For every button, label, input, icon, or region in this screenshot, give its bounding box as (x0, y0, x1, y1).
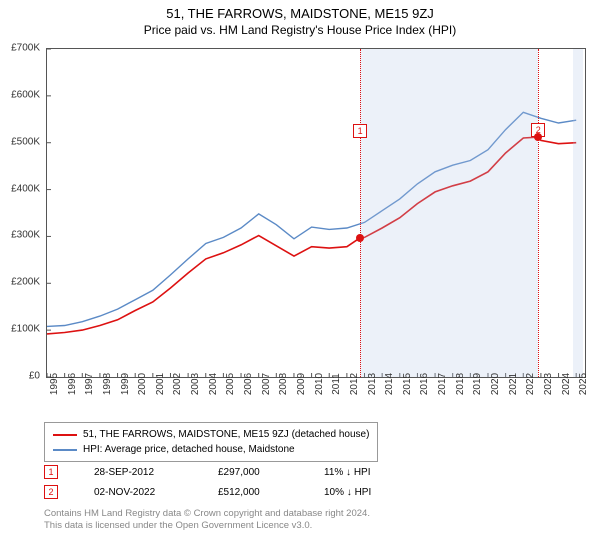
attribution: Contains HM Land Registry data © Crown c… (44, 508, 370, 533)
page-subtitle: Price paid vs. HM Land Registry's House … (0, 21, 600, 41)
x-tick-label: 2016 (419, 373, 430, 395)
marker-table: 1 28-SEP-2012 £297,000 11% ↓ HPI 2 02-NOV-202… (44, 462, 371, 502)
marker-date: 28-SEP-2012 (94, 467, 182, 478)
x-tick-label: 1999 (120, 373, 131, 395)
x-tick-label: 2020 (490, 373, 501, 395)
legend-label: 51, THE FARROWS, MAIDSTONE, ME15 9ZJ (de… (83, 427, 369, 442)
shade-band (360, 49, 538, 377)
legend-label: HPI: Average price, detached house, Maid… (83, 442, 295, 457)
attribution-line2: This data is licensed under the Open Gov… (44, 520, 370, 532)
marker-pct: 11% ↓ HPI (324, 467, 371, 478)
x-tick-label: 2002 (172, 373, 183, 395)
marker-dot (534, 133, 542, 141)
x-tick-label: 2022 (525, 373, 536, 395)
shade-band (573, 49, 584, 377)
x-tick-label: 2005 (225, 373, 236, 395)
marker-row-badge: 1 (44, 465, 58, 479)
x-tick-label: 2025 (578, 373, 589, 395)
marker-pct: 10% ↓ HPI (324, 487, 371, 498)
x-tick-label: 2004 (208, 373, 219, 395)
chart-plot-area: 12 (46, 48, 586, 378)
marker-row: 1 28-SEP-2012 £297,000 11% ↓ HPI (44, 462, 371, 482)
legend-swatch (53, 434, 77, 436)
marker-date: 02-NOV-2022 (94, 487, 182, 498)
x-axis: 1995199619971998199920002001200220032004… (46, 382, 586, 422)
marker-price: £297,000 (218, 467, 288, 478)
x-tick-label: 2017 (437, 373, 448, 395)
x-tick-label: 2010 (314, 373, 325, 395)
y-tick-label: £700K (11, 43, 40, 54)
page-title: 51, THE FARROWS, MAIDSTONE, ME15 9ZJ (0, 0, 600, 21)
x-tick-label: 2014 (384, 373, 395, 395)
x-tick-label: 2015 (402, 373, 413, 395)
x-tick-label: 1997 (84, 373, 95, 395)
x-tick-label: 2023 (543, 373, 554, 395)
x-tick-label: 2007 (261, 373, 272, 395)
x-tick-label: 2003 (190, 373, 201, 395)
chart-container: 51, THE FARROWS, MAIDSTONE, ME15 9ZJ Pri… (0, 0, 600, 560)
y-tick-label: £100K (11, 324, 40, 335)
marker-vline (360, 49, 361, 377)
y-tick-label: £200K (11, 277, 40, 288)
legend-item: HPI: Average price, detached house, Maid… (53, 442, 369, 457)
x-tick-label: 1998 (102, 373, 113, 395)
x-tick-label: 2008 (278, 373, 289, 395)
legend-item: 51, THE FARROWS, MAIDSTONE, ME15 9ZJ (de… (53, 427, 369, 442)
y-tick-label: £400K (11, 183, 40, 194)
marker-row-badge: 2 (44, 485, 58, 499)
x-tick-label: 1996 (67, 373, 78, 395)
marker-dot (356, 234, 364, 242)
marker-row: 2 02-NOV-2022 £512,000 10% ↓ HPI (44, 482, 371, 502)
x-tick-label: 2021 (508, 373, 519, 395)
x-tick-label: 2006 (243, 373, 254, 395)
marker-vline (538, 49, 539, 377)
x-tick-label: 2012 (349, 373, 360, 395)
legend: 51, THE FARROWS, MAIDSTONE, ME15 9ZJ (de… (44, 422, 378, 462)
x-tick-label: 2009 (296, 373, 307, 395)
attribution-line1: Contains HM Land Registry data © Crown c… (44, 508, 370, 520)
x-tick-label: 1995 (49, 373, 60, 395)
y-tick-label: £600K (11, 89, 40, 100)
x-tick-label: 2011 (331, 373, 342, 395)
y-tick-label: £500K (11, 136, 40, 147)
x-tick-label: 2024 (561, 373, 572, 395)
x-tick-label: 2018 (455, 373, 466, 395)
marker-price: £512,000 (218, 487, 288, 498)
marker-badge: 1 (353, 124, 367, 138)
y-tick-label: £0 (29, 371, 40, 382)
x-tick-label: 2013 (367, 373, 378, 395)
x-tick-label: 2019 (472, 373, 483, 395)
y-tick-label: £300K (11, 230, 40, 241)
x-tick-label: 2000 (137, 373, 148, 395)
y-axis: £0£100K£200K£300K£400K£500K£600K£700K (0, 48, 44, 378)
legend-swatch (53, 449, 77, 451)
x-tick-label: 2001 (155, 373, 166, 395)
